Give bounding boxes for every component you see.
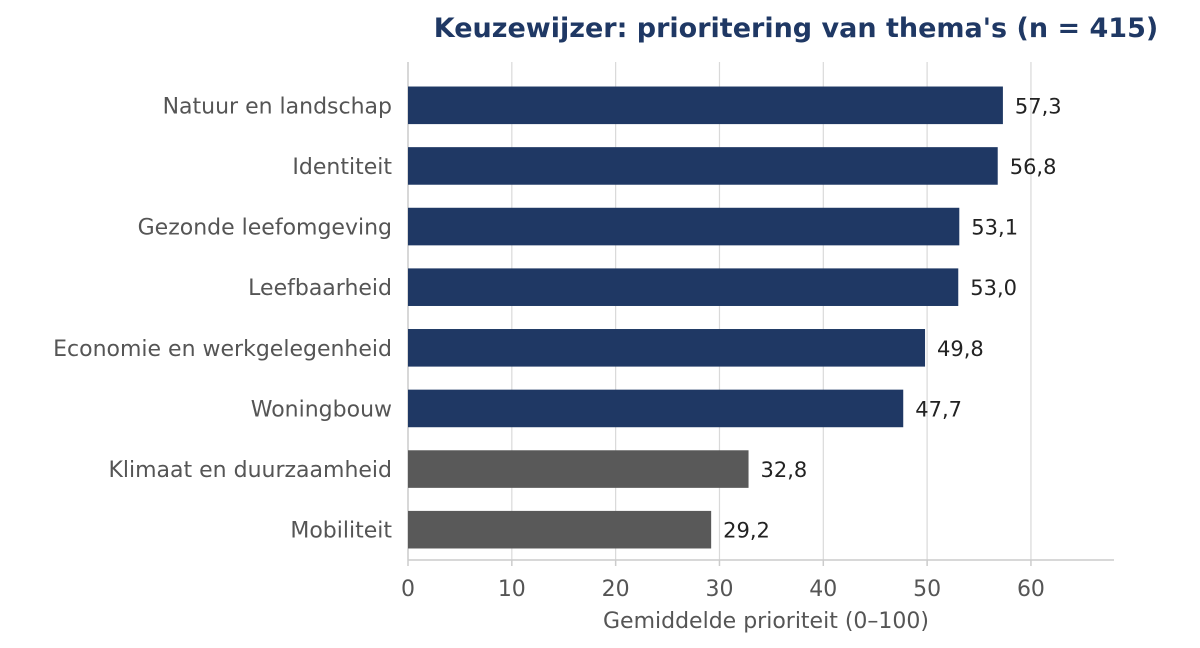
value-label: 29,2: [723, 519, 770, 543]
category-label: Mobiliteit: [290, 519, 392, 544]
bar: [408, 86, 1003, 125]
category-label: Klimaat en duurzaamheid: [108, 458, 392, 483]
value-label: 49,8: [937, 337, 984, 361]
x-tick-label: 60: [1017, 577, 1045, 602]
value-label: 47,7: [915, 397, 962, 421]
value-label: 57,3: [1015, 94, 1062, 118]
chart-title: Keuzewijzer: prioritering van thema's (n…: [434, 13, 1158, 44]
x-tick-label: 30: [705, 577, 733, 602]
value-label: 32,8: [761, 458, 808, 482]
category-label: Leefbaarheid: [248, 276, 392, 301]
bar: [408, 207, 960, 246]
value-label: 56,8: [1010, 155, 1057, 179]
category-label: Woningbouw: [251, 397, 392, 422]
x-tick-label: 50: [913, 577, 941, 602]
bars: [408, 86, 1003, 549]
category-label: Economie en werkgelegenheid: [53, 337, 392, 362]
x-tick-label: 20: [602, 577, 630, 602]
bar: [408, 329, 926, 367]
bar: [408, 268, 959, 306]
bar: [408, 510, 712, 549]
value-label: 53,1: [971, 216, 1018, 240]
bar: [408, 450, 749, 488]
value-label: 53,0: [970, 276, 1017, 300]
bar: [408, 389, 904, 428]
category-label: Natuur en landschap: [163, 94, 392, 119]
x-tick-label: 10: [498, 577, 526, 602]
bar: [408, 147, 998, 185]
x-tick-label: 40: [809, 577, 837, 602]
x-tick-label: 0: [401, 577, 415, 602]
category-label: Gezonde leefomgeving: [138, 216, 392, 241]
x-axis-title: Gemiddelde prioriteit (0–100): [603, 609, 929, 634]
axes: [407, 62, 1114, 566]
labels: 0 10 20 30 40 50 60 Natuur en landschap 57,3 Iden…: [53, 94, 1062, 602]
category-label: Identiteit: [292, 155, 392, 180]
